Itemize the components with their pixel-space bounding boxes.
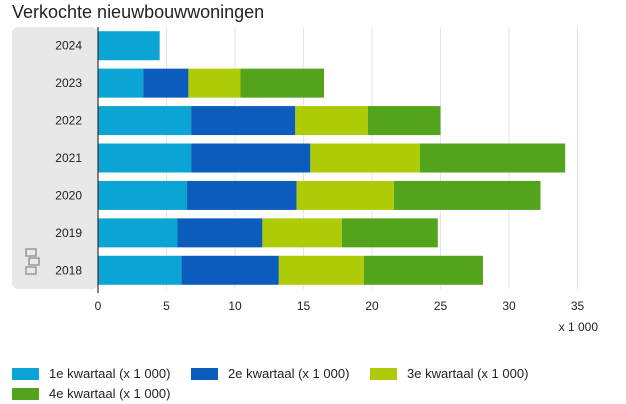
- category-label-2018: 2018: [55, 263, 82, 277]
- x-tick-label-0: 0: [95, 299, 102, 313]
- bar-2024-q1[interactable]: [98, 31, 160, 61]
- category-label-2024: 2024: [55, 39, 82, 53]
- category-label-2023: 2023: [55, 76, 82, 90]
- bar-2021-q4[interactable]: [419, 143, 566, 173]
- bar-2018-q3[interactable]: [278, 255, 364, 285]
- bar-2018-q1[interactable]: [98, 255, 182, 285]
- x-tick-label-5: 5: [163, 299, 170, 313]
- bar-2021-q3[interactable]: [310, 143, 420, 173]
- category-label-2019: 2019: [55, 226, 82, 240]
- bar-2018-q2[interactable]: [181, 255, 279, 285]
- legend-swatch-q2: [191, 367, 218, 380]
- bar-2019-q3[interactable]: [262, 218, 342, 248]
- legend-item-q3[interactable]: 3e kwartaal (x 1 000): [370, 366, 528, 381]
- bar-2019-q4[interactable]: [341, 218, 438, 248]
- bar-2023-q1[interactable]: [98, 68, 144, 98]
- bar-2021-q1[interactable]: [98, 143, 192, 173]
- legend-label-q1: 1e kwartaal (x 1 000): [49, 366, 171, 381]
- bar-2019-q1[interactable]: [98, 218, 178, 248]
- legend-label-q3: 3e kwartaal (x 1 000): [407, 366, 529, 381]
- legend-item-q2[interactable]: 2e kwartaal (x 1 000): [191, 366, 349, 381]
- bar-2019-q2[interactable]: [177, 218, 263, 248]
- x-tick-label-10: 10: [228, 299, 242, 313]
- x-tick-label-25: 25: [434, 299, 448, 313]
- legend-swatch-q1: [12, 367, 39, 380]
- bar-2022-q3[interactable]: [295, 106, 368, 136]
- legend-label-q4: 4e kwartaal (x 1 000): [49, 386, 171, 401]
- legend-swatch-q3: [370, 367, 397, 380]
- bar-2018-q4[interactable]: [363, 255, 483, 285]
- x-tick-label-15: 15: [297, 299, 311, 313]
- x-tick-label-35: 35: [571, 299, 585, 313]
- bar-2022-q4[interactable]: [367, 106, 441, 136]
- bar-2023-q3[interactable]: [188, 68, 241, 98]
- category-label-2020: 2020: [55, 188, 82, 202]
- x-tick-label-20: 20: [365, 299, 379, 313]
- legend-item-q1[interactable]: 1e kwartaal (x 1 000): [12, 366, 170, 381]
- legend-label-q2: 2e kwartaal (x 1 000): [228, 366, 350, 381]
- bar-2021-q2[interactable]: [191, 143, 311, 173]
- chart-title: Verkochte nieuwbouwwoningen: [12, 2, 265, 22]
- bar-2020-q1[interactable]: [98, 180, 188, 210]
- cbs-logo-icon: [25, 248, 40, 275]
- bar-2023-q2[interactable]: [143, 68, 189, 98]
- bar-2023-q4[interactable]: [240, 68, 325, 98]
- category-panel: [12, 27, 98, 289]
- bar-2020-q3[interactable]: [296, 180, 394, 210]
- bar-2022-q2[interactable]: [191, 106, 296, 136]
- category-label-2021: 2021: [55, 151, 82, 165]
- category-label-2022: 2022: [55, 114, 82, 128]
- x-axis-unit-label: x 1 000: [559, 320, 599, 334]
- legend-item-q4[interactable]: 4e kwartaal (x 1 000): [12, 386, 170, 401]
- bar-2020-q2[interactable]: [187, 180, 297, 210]
- legend-swatch-q4: [12, 387, 39, 400]
- bar-2020-q4[interactable]: [393, 180, 541, 210]
- x-tick-label-30: 30: [502, 299, 516, 313]
- bar-2022-q1[interactable]: [98, 106, 192, 136]
